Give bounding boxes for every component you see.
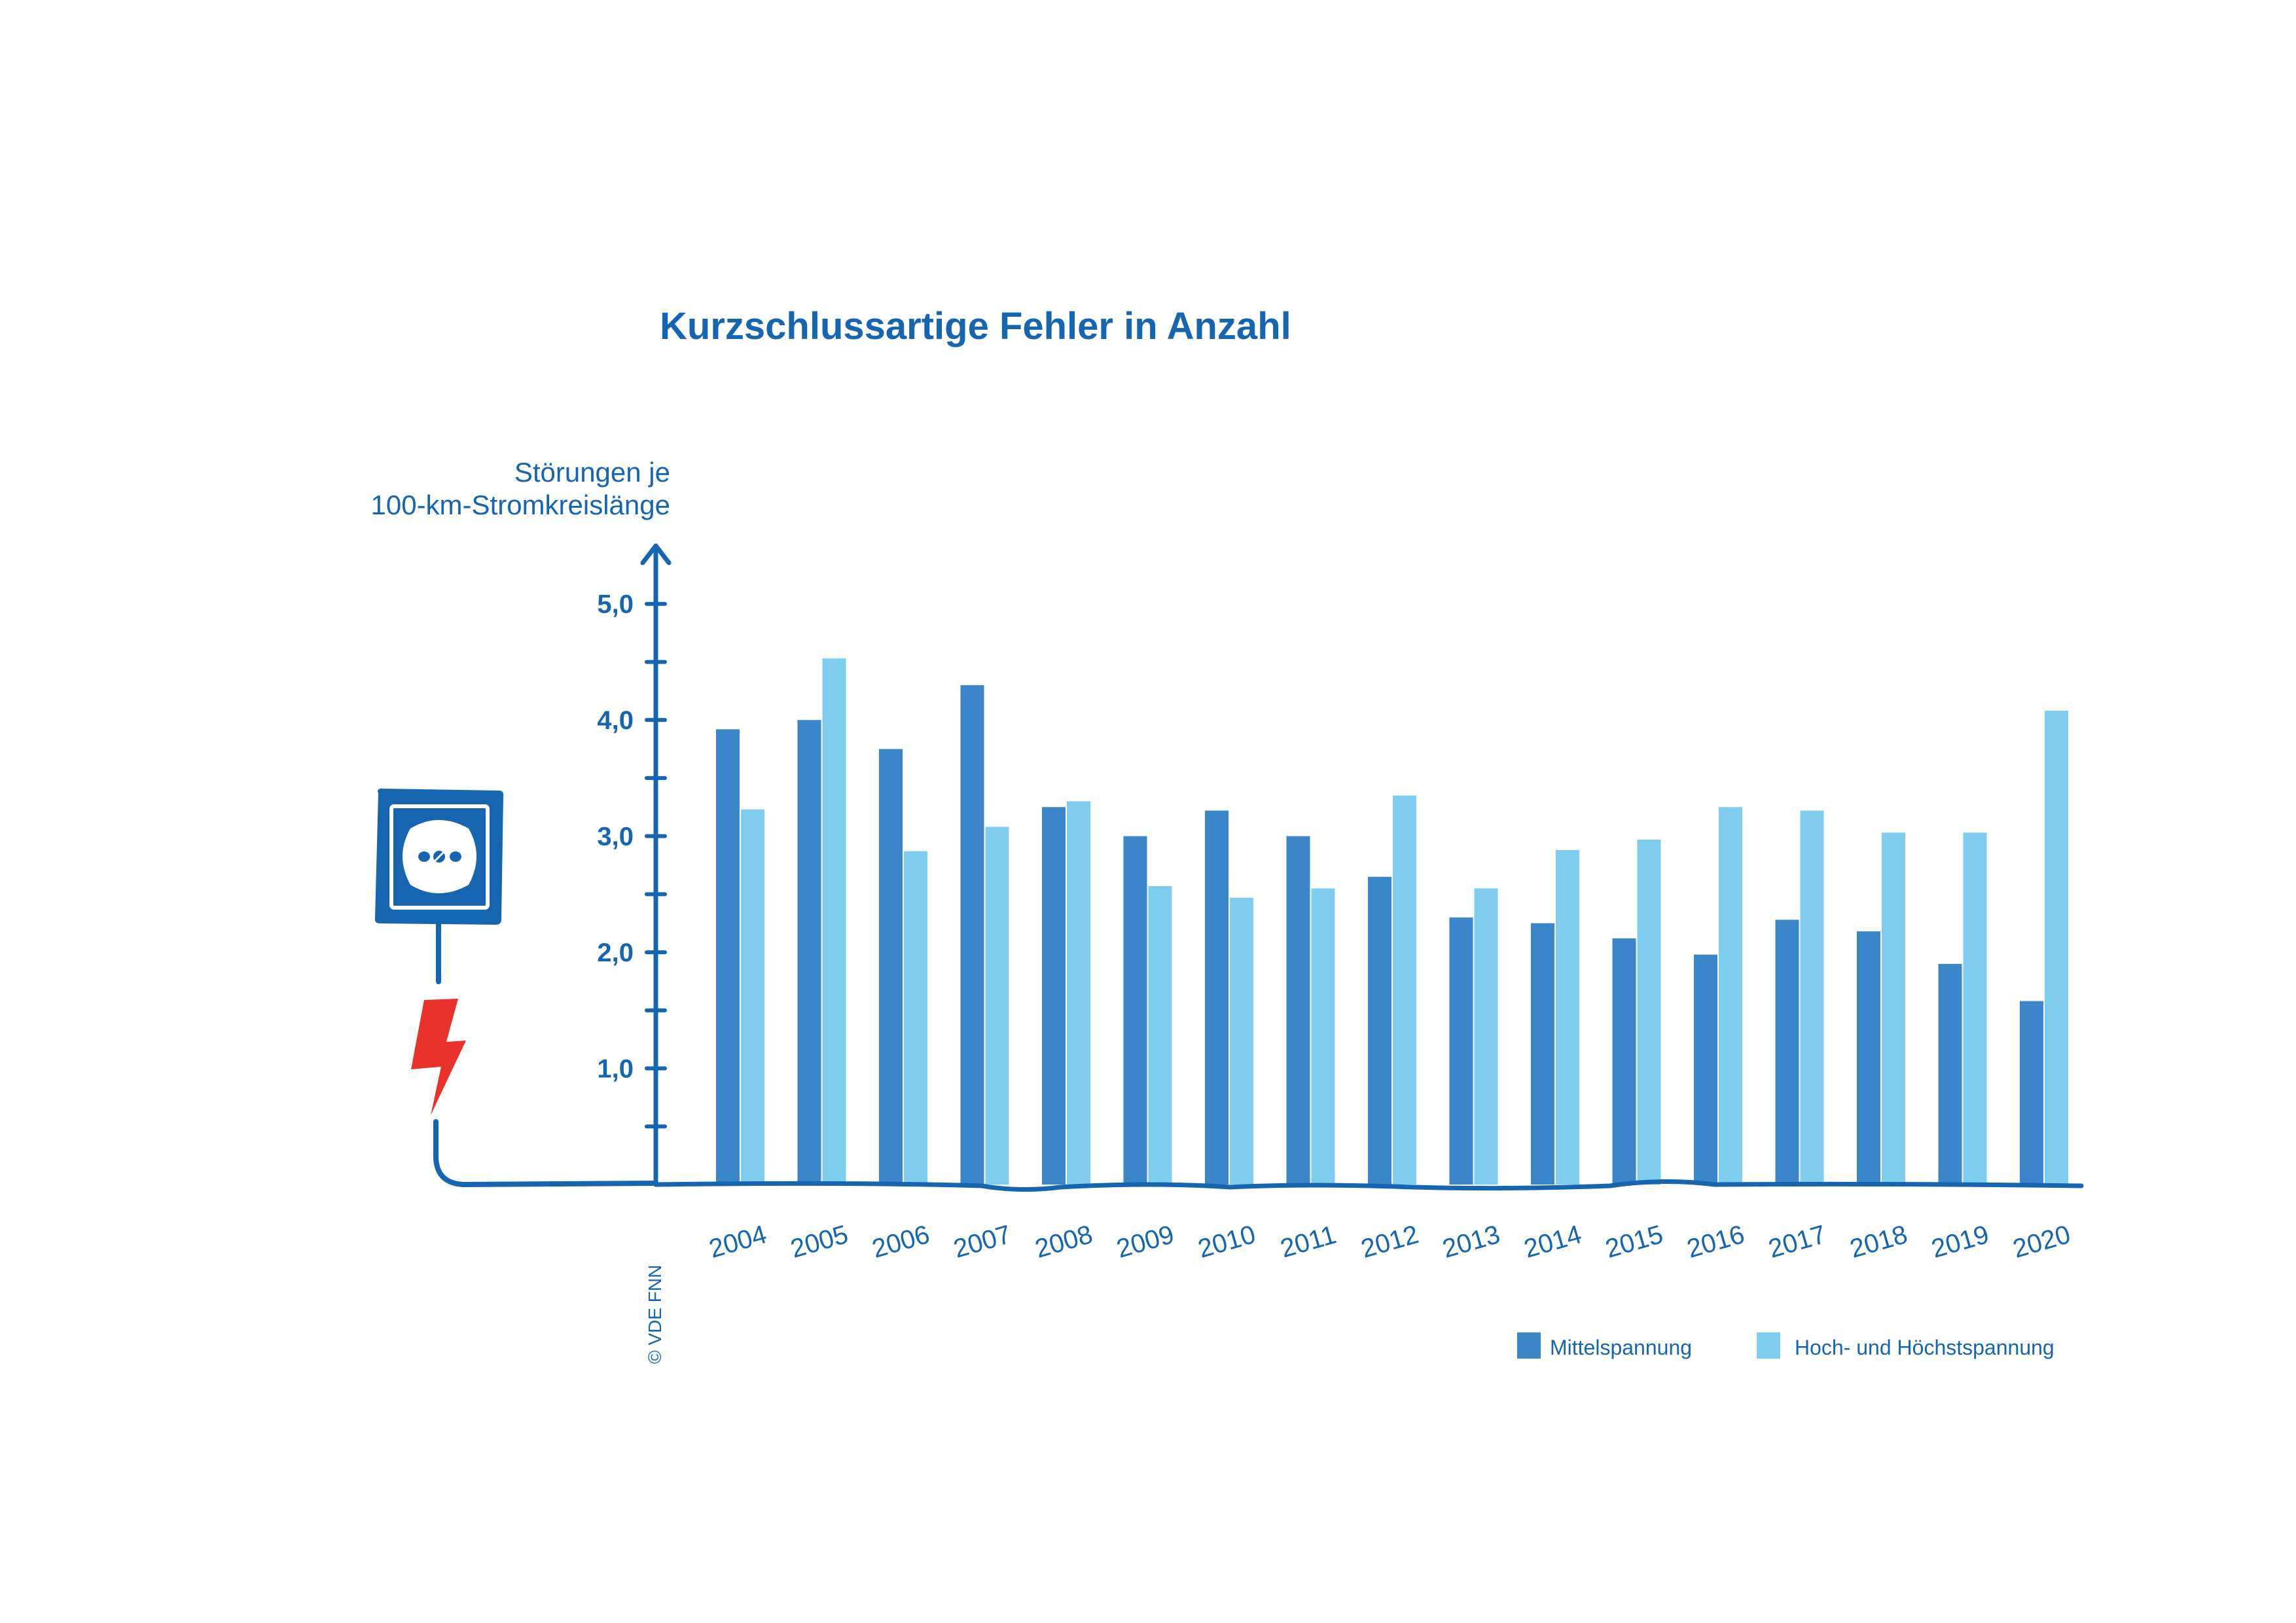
bar-hoch-2007	[985, 827, 1009, 1185]
x-tick-label: 2012	[1358, 1220, 1422, 1264]
bar-mittelspannung-2007	[960, 685, 984, 1185]
y-tick-label: 4,0	[597, 706, 634, 735]
x-tick-label: 2018	[1847, 1220, 1911, 1264]
bar-hoch-2013	[1474, 888, 1498, 1185]
chart-title: Kurzschlussartige Fehler in Anzahl	[660, 305, 1291, 348]
bar-hoch-2018	[1882, 832, 1905, 1185]
x-tick-label: 2007	[950, 1220, 1014, 1264]
legend-label-mittelspannung: Mittelspannung	[1550, 1336, 1692, 1359]
bar-hoch-2012	[1393, 795, 1416, 1185]
bar-mittelspannung-2009	[1123, 836, 1147, 1185]
legend-swatch-hoch	[1757, 1332, 1780, 1359]
power-socket-icon	[374, 789, 504, 925]
x-tick-label: 2016	[1684, 1220, 1748, 1264]
x-tick-label: 2020	[2010, 1220, 2074, 1264]
bars-layer	[716, 658, 2068, 1185]
legend-label-hoch: Hoch- und Höchstspannung	[1795, 1336, 2054, 1359]
bar-mittelspannung-2015	[1612, 938, 1636, 1185]
bar-mittelspannung-2020	[2020, 1001, 2043, 1185]
x-axis-line	[653, 1179, 2084, 1192]
y-tick-label: 1,0	[597, 1055, 634, 1084]
copyright-notice: © VDE FNN	[645, 1265, 665, 1364]
x-tick-label: 2009	[1113, 1220, 1177, 1264]
axis-layer	[640, 543, 2084, 1192]
bar-hoch-2008	[1067, 801, 1090, 1185]
y-axis-arrow	[640, 543, 672, 565]
y-tick-label: 5,0	[597, 590, 634, 619]
x-tick-label: 2005	[787, 1220, 852, 1264]
bar-hoch-2014	[1556, 849, 1579, 1185]
bar-hoch-2017	[1800, 810, 1824, 1185]
x-tick-label: 2019	[1928, 1220, 1992, 1264]
bar-mittelspannung-2012	[1368, 876, 1391, 1185]
lightning-bolt-icon	[411, 999, 466, 1115]
legend-swatch-mittelspannung	[1517, 1332, 1541, 1359]
bar-hoch-2005	[822, 658, 846, 1185]
bar-mittelspannung-2013	[1449, 917, 1473, 1185]
bar-mittelspannung-2019	[1938, 963, 1962, 1185]
cable-baseline	[433, 1119, 658, 1188]
y-axis-label-line-1: Störungen je	[514, 457, 670, 488]
x-tick-label: 2011	[1278, 1221, 1340, 1264]
x-tick-label: 2008	[1032, 1220, 1096, 1264]
bar-hoch-2009	[1148, 885, 1172, 1185]
bar-hoch-2020	[2045, 710, 2068, 1185]
bar-mittelspannung-2005	[797, 720, 821, 1185]
legend: Mittelspannung Hoch- und Höchstspannung	[1517, 1332, 2054, 1359]
bar-hoch-2015	[1637, 839, 1661, 1185]
bar-mittelspannung-2017	[1775, 919, 1799, 1185]
x-tick-labels: 2004 2005 2006 2007 2008 2009 2010 2011 2012 2013…	[706, 1220, 2074, 1264]
bar-mittelspannung-2018	[1857, 931, 1880, 1185]
bar-mittelspannung-2014	[1531, 923, 1554, 1185]
x-tick-label: 2014	[1521, 1220, 1585, 1264]
x-tick-label: 2004	[706, 1220, 770, 1264]
bar-hoch-2016	[1719, 807, 1742, 1185]
bar-hoch-2019	[1963, 832, 1987, 1185]
x-tick-label: 2006	[869, 1220, 933, 1264]
bar-hoch-2011	[1311, 888, 1335, 1185]
x-tick-label: 2010	[1195, 1220, 1259, 1264]
bar-hoch-2006	[904, 851, 927, 1185]
bar-hoch-2010	[1230, 897, 1253, 1185]
bar-mittelspannung-2016	[1694, 954, 1717, 1185]
y-tick-label: 3,0	[597, 823, 634, 851]
y-tick-labels: 1,0 2,0 3,0 4,0 5,0	[597, 590, 634, 1084]
bar-mittelspannung-2011	[1286, 836, 1310, 1185]
bar-mittelspannung-2010	[1205, 810, 1229, 1185]
bar-mittelspannung-2006	[879, 749, 903, 1185]
bar-hoch-2004	[741, 809, 764, 1185]
bar-mittelspannung-2004	[716, 729, 740, 1185]
x-tick-label: 2013	[1439, 1220, 1503, 1264]
x-tick-label: 2017	[1765, 1220, 1829, 1264]
x-tick-label: 2015	[1602, 1220, 1666, 1264]
y-axis-label-line-2: 100-km-Stromkreislänge	[371, 490, 671, 520]
bar-mittelspannung-2008	[1042, 807, 1066, 1185]
y-tick-label: 2,0	[597, 938, 634, 967]
